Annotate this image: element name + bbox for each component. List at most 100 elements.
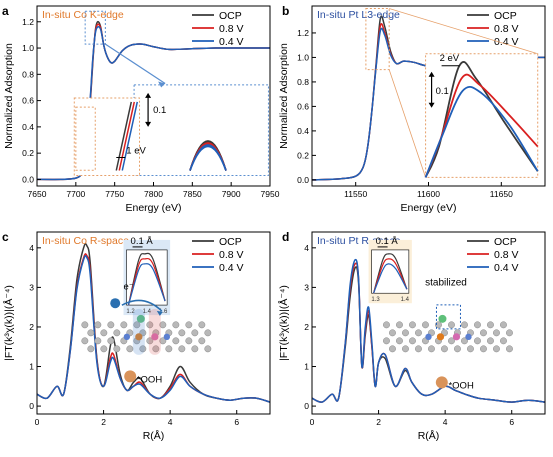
y-axis-label: |FT(k³χ(k))|(Å⁻⁴) <box>2 285 15 361</box>
electron-arrow <box>121 299 163 312</box>
y-tick-label: 0.0 <box>22 174 34 184</box>
annotation-0.1A: 0.1 Å <box>131 236 154 247</box>
lattice-atom <box>441 345 448 353</box>
lattice-atom <box>198 321 206 329</box>
lattice-atom <box>487 337 494 345</box>
inset-edge-line <box>118 101 136 171</box>
orbital-highlight <box>132 308 145 355</box>
x-tick-label: 2 <box>376 417 381 427</box>
legend-label: 0.8 V <box>494 249 519 261</box>
lattice-atom <box>94 337 102 345</box>
x-tick-label: 7950 <box>261 189 280 199</box>
inset-frame <box>371 249 410 294</box>
lattice-atom <box>415 329 422 337</box>
y-tick-label: 1.0 <box>297 52 309 62</box>
lattice-atom <box>113 329 121 337</box>
y-tick-label: 4 <box>304 243 309 253</box>
lattice-atom <box>146 321 154 329</box>
inset-peak-line <box>189 144 227 171</box>
y-tick-label: 1.2 <box>22 17 34 27</box>
series-group <box>37 242 270 403</box>
electron-icon <box>110 298 121 309</box>
inset-peak-line <box>424 61 539 178</box>
legend-label: 0.4 V <box>219 262 244 274</box>
annotation-0.1: 0.1 <box>436 86 449 97</box>
x-tick-label: 4 <box>443 417 448 427</box>
lattice-atom <box>100 345 108 353</box>
annotation-ooh: *OOH <box>137 374 162 385</box>
lattice-atom <box>107 337 115 345</box>
inset-peak <box>133 84 269 176</box>
y-tick-label: 0.6 <box>22 96 34 106</box>
panel-letter: c <box>2 230 9 244</box>
lattice-atom <box>461 321 468 329</box>
inset-peak-line <box>373 253 408 294</box>
ooh-sphere-icon <box>124 370 137 383</box>
lattice-atom <box>191 345 199 353</box>
lattice-atom <box>506 329 513 337</box>
y-axis-label: Normalized Adsorption <box>278 43 290 149</box>
series-group <box>312 258 545 403</box>
x-tick-label: 7750 <box>105 189 124 199</box>
x-tick-label: 4 <box>168 417 173 427</box>
lattice-atom <box>454 345 461 353</box>
y-tick-label: 2 <box>29 322 34 332</box>
y-tick-label: 0.6 <box>297 101 309 111</box>
lattice-atom <box>191 329 199 337</box>
lattice-atom <box>185 337 193 345</box>
lattice-atom <box>474 321 481 329</box>
legend-label: 0.8 V <box>219 249 244 261</box>
metal-atom-pt <box>151 333 159 341</box>
y-tick-label: 0.2 <box>297 150 309 160</box>
lattice-atom <box>159 337 167 345</box>
series-line-0.4v <box>37 254 270 403</box>
y-tick-label: 3 <box>29 282 34 292</box>
lattice-atom <box>178 329 186 337</box>
lattice-atom <box>467 345 474 353</box>
x-tick-label: 7700 <box>66 189 85 199</box>
lattice-atom <box>146 337 154 345</box>
legend-label: OCP <box>494 236 517 248</box>
x-tick-label: 0 <box>35 417 40 427</box>
lattice-atom <box>480 345 487 353</box>
y-tick-label: 0.2 <box>22 148 34 158</box>
lattice-atom <box>133 321 141 329</box>
lattice-atom <box>409 321 416 329</box>
legend-label: 0.8 V <box>494 23 519 35</box>
y-tick-label: 0.8 <box>297 77 309 87</box>
annotation-0.1: 0.1 <box>153 105 166 116</box>
lattice-atom <box>107 321 115 329</box>
y-tick-label: 2 <box>304 322 309 332</box>
annotation-ooh: *OOH <box>448 380 473 391</box>
inset-peak-line <box>373 263 408 294</box>
annotation-1ev: 1 eV <box>126 145 146 156</box>
lattice-atom <box>480 329 487 337</box>
inset-peak-line <box>373 258 408 294</box>
x-tick-label: 11650 <box>490 189 513 199</box>
inset-peak <box>425 53 539 178</box>
inset-peak-line <box>127 257 166 306</box>
y-axis-label: |FT(k³χ(k))|(Å⁻⁴) <box>277 285 290 361</box>
annotation-2ev: 2 eV <box>440 53 460 64</box>
lattice-atom <box>402 345 409 353</box>
ooh-sphere-icon <box>435 376 448 389</box>
annotation-electron: e⁻ <box>124 281 134 292</box>
zoom-connector <box>388 69 426 178</box>
nitrogen-atom <box>123 333 131 341</box>
inset-tick-label: 1.4 <box>143 309 152 315</box>
x-tick-label: 11550 <box>344 189 367 199</box>
lattice-atom <box>389 329 396 337</box>
x-tick-label: 6 <box>509 417 514 427</box>
x-tick-label: 7850 <box>183 189 202 199</box>
y-tick-label: 0.4 <box>297 126 309 136</box>
y-tick-label: 0.0 <box>297 175 309 185</box>
lattice-atom <box>396 337 403 345</box>
panel-b: 11550 11600 11650 0.0 0.2 0.4 0.6 0.8 1.0 1.2 Ener… <box>278 4 546 214</box>
zoom-connector <box>389 8 538 55</box>
nitrogen-atom <box>425 333 432 341</box>
x-axis-label: R(Å) <box>143 429 165 442</box>
lattice-atom <box>487 321 494 329</box>
plot-frame <box>36 231 271 415</box>
